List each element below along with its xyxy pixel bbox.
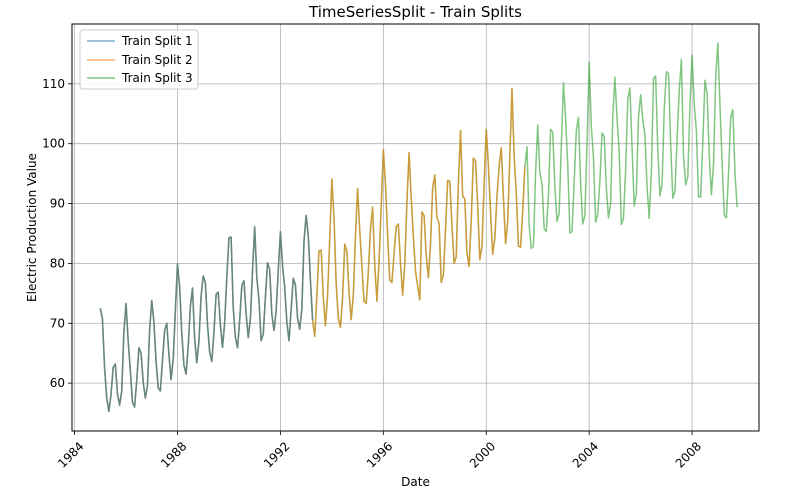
legend-label-1: Train Split 1 — [121, 34, 193, 48]
y-axis-label: Electric Production Value — [25, 153, 39, 302]
series-line-train-split-1 — [99, 214, 314, 412]
x-axis-label: Date — [401, 475, 430, 489]
axis-ticks: 1984 1988 1992 1996 2000 2004 2008607080901001… — [42, 77, 704, 471]
legend-label-2: Train Split 2 — [121, 53, 193, 67]
plot-frame — [71, 23, 760, 432]
y-tick-label: 80 — [50, 256, 65, 270]
y-tick-label: 90 — [50, 197, 65, 211]
y-tick-label: 70 — [50, 316, 65, 330]
y-tick-label: 100 — [42, 137, 65, 151]
legend: Train Split 1 Train Split 2 Train Split … — [79, 29, 199, 90]
legend-label-3: Train Split 3 — [121, 71, 193, 85]
legend-box — [79, 29, 199, 90]
chart-title: TimeSeriesSplit - Train Splits — [308, 3, 522, 21]
y-tick-label: 110 — [42, 77, 65, 91]
plot-lines — [99, 42, 738, 412]
y-tick-label: 60 — [50, 376, 65, 390]
